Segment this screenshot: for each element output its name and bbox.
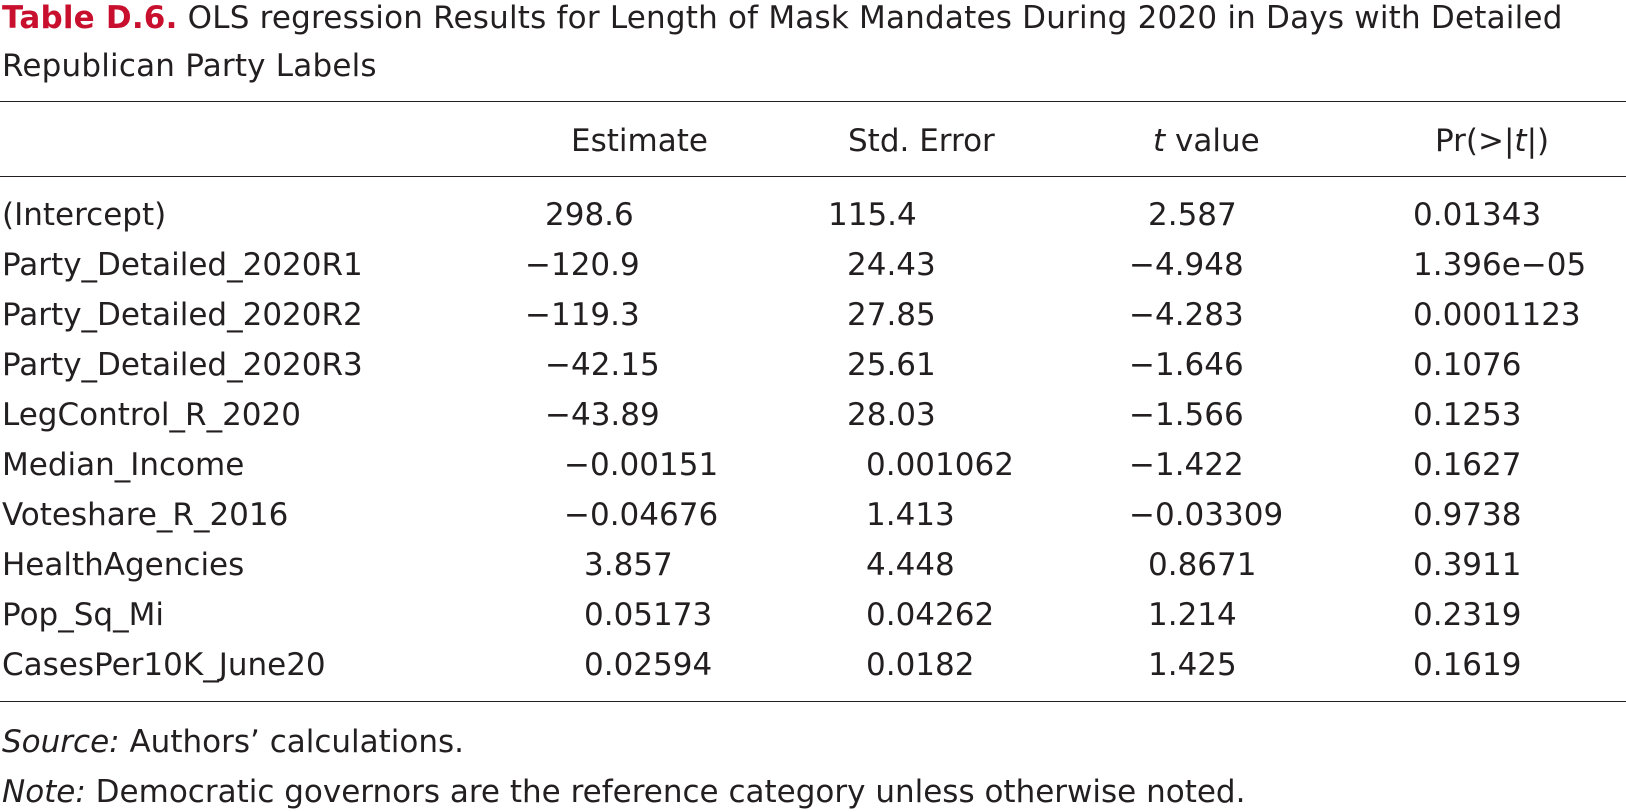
bottom-rule bbox=[0, 701, 1626, 702]
header-p-prefix: Pr(>| bbox=[1435, 123, 1515, 159]
row-t-value: −0.03309 bbox=[1129, 497, 1284, 533]
row-estimate: −43.89 bbox=[545, 397, 660, 433]
header-t-italic: t bbox=[1153, 123, 1166, 159]
row-p-value: 0.3911 bbox=[1413, 547, 1522, 583]
row-p-value: 0.9738 bbox=[1413, 497, 1522, 533]
header-p-suffix: |) bbox=[1526, 123, 1550, 159]
row-p-value: 0.0001123 bbox=[1413, 297, 1581, 333]
header-p-italic: t bbox=[1514, 123, 1527, 159]
row-term: Median_Income bbox=[2, 447, 245, 483]
row-t-value: −4.283 bbox=[1129, 297, 1244, 333]
row-estimate: 0.05173 bbox=[584, 597, 713, 633]
row-term: Party_Detailed_2020R3 bbox=[2, 347, 363, 383]
row-estimate: 298.6 bbox=[545, 197, 634, 233]
row-t-value: −1.646 bbox=[1129, 347, 1244, 383]
row-p-value: 0.1619 bbox=[1413, 647, 1522, 683]
row-std-error: 25.61 bbox=[847, 347, 936, 383]
row-term: Party_Detailed_2020R2 bbox=[2, 297, 363, 333]
row-term: HealthAgencies bbox=[2, 547, 245, 583]
row-t-value: −4.948 bbox=[1129, 247, 1244, 283]
header-t-rest: value bbox=[1165, 123, 1260, 159]
row-estimate: −119.3 bbox=[525, 297, 640, 333]
source-note: Source: Authors’ calculations. bbox=[2, 722, 464, 762]
row-std-error: 24.43 bbox=[847, 247, 936, 283]
header-estimate: Estimate bbox=[571, 123, 708, 159]
row-term: Party_Detailed_2020R1 bbox=[2, 247, 363, 283]
row-std-error: 0.04262 bbox=[866, 597, 995, 633]
row-estimate: −42.15 bbox=[545, 347, 660, 383]
source-label: Source: bbox=[2, 724, 120, 760]
top-rule bbox=[0, 101, 1626, 102]
row-term: Pop_Sq_Mi bbox=[2, 597, 164, 633]
table-caption: Table D.6. OLS regression Results for Le… bbox=[2, 0, 1602, 90]
table-note: Note: Democratic governors are the refer… bbox=[2, 772, 1245, 812]
row-term: LegControl_R_2020 bbox=[2, 397, 301, 433]
row-estimate: −0.04676 bbox=[564, 497, 719, 533]
row-std-error: 0.0182 bbox=[866, 647, 975, 683]
row-p-value: 0.1627 bbox=[1413, 447, 1522, 483]
row-std-error: 1.413 bbox=[866, 497, 955, 533]
note-text: Democratic governors are the reference c… bbox=[85, 774, 1246, 810]
row-p-value: 0.2319 bbox=[1413, 597, 1522, 633]
row-estimate: −120.9 bbox=[525, 247, 640, 283]
row-std-error: 115.4 bbox=[828, 197, 917, 233]
row-p-value: 0.1253 bbox=[1413, 397, 1522, 433]
table-title: OLS regression Results for Length of Mas… bbox=[2, 0, 1563, 84]
row-t-value: 1.214 bbox=[1148, 597, 1237, 633]
row-t-value: 1.425 bbox=[1148, 647, 1237, 683]
row-t-value: −1.566 bbox=[1129, 397, 1244, 433]
header-rule bbox=[0, 176, 1626, 177]
header-t-value: t value bbox=[1153, 121, 1260, 161]
row-term: (Intercept) bbox=[2, 197, 167, 233]
row-t-value: −1.422 bbox=[1129, 447, 1244, 483]
row-estimate: 0.02594 bbox=[584, 647, 713, 683]
row-t-value: 0.8671 bbox=[1148, 547, 1257, 583]
row-term: Voteshare_R_2016 bbox=[2, 497, 289, 533]
row-std-error: 0.001062 bbox=[866, 447, 1014, 483]
row-estimate: 3.857 bbox=[584, 547, 673, 583]
row-p-value: 0.1076 bbox=[1413, 347, 1522, 383]
row-std-error: 28.03 bbox=[847, 397, 936, 433]
row-t-value: 2.587 bbox=[1148, 197, 1237, 233]
row-std-error: 4.448 bbox=[866, 547, 955, 583]
header-p-value: Pr(>|t|) bbox=[1435, 121, 1549, 161]
row-p-value: 1.396e−05 bbox=[1413, 247, 1587, 283]
source-text: Authors’ calculations. bbox=[119, 724, 465, 760]
header-std-error: Std. Error bbox=[848, 123, 995, 159]
note-label: Note: bbox=[2, 774, 86, 810]
row-term: CasesPer10K_June20 bbox=[2, 647, 326, 683]
row-estimate: −0.00151 bbox=[564, 447, 719, 483]
row-p-value: 0.01343 bbox=[1413, 197, 1542, 233]
table-label: Table D.6. bbox=[2, 0, 178, 36]
row-std-error: 27.85 bbox=[847, 297, 936, 333]
